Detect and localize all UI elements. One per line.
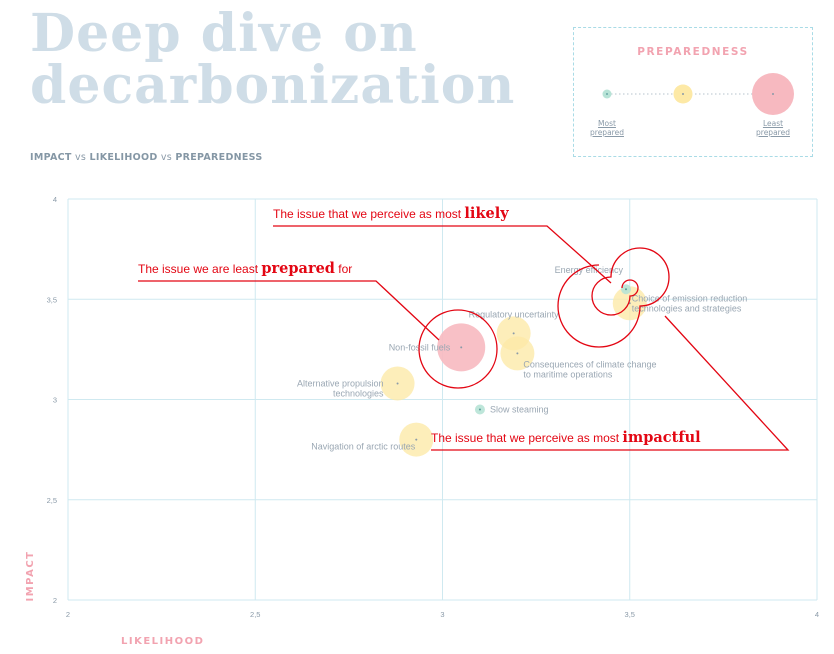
- x-tick-label: 3,5: [625, 610, 635, 619]
- legend-least-dot: [772, 93, 774, 95]
- annotation-prepared-suffix: for: [335, 262, 352, 276]
- x-tick-labels: 2 2,5 3 3,5 4: [66, 610, 819, 619]
- legend-scale: [602, 73, 794, 115]
- chart-subtitle: IMPACT vs LIKELIHOOD vs PREPAREDNESS: [30, 152, 263, 163]
- title-line-2: decarbonization: [30, 55, 516, 116]
- bubble-center-dot: [516, 352, 519, 355]
- y-tick-label: 2,5: [47, 496, 57, 505]
- y-tick-label: 3,5: [47, 295, 57, 304]
- preparedness-legend: PREPAREDNESS Most prepared Least prepare…: [573, 27, 813, 157]
- point-label: Slow steaming: [490, 405, 549, 415]
- bubble-center-dot: [460, 346, 463, 349]
- annotation-likely-emphasis: likely: [464, 205, 509, 222]
- annotation-prepared-emphasis: prepared: [261, 260, 335, 277]
- subtitle-likelihood: LIKELIHOOD: [89, 152, 158, 163]
- x-tick-label: 4: [815, 610, 819, 619]
- annotation-impactful-text: The issue that we perceive as most: [431, 431, 622, 445]
- bubble-center-dot: [512, 332, 515, 335]
- point-label: Non-fossil fuels: [389, 342, 451, 352]
- point-label: Energy efficiency: [555, 265, 624, 275]
- point-label: Navigation of arctic routes: [311, 442, 416, 452]
- legend-most-label: Most prepared: [588, 119, 626, 137]
- page-title: Deep dive on decarbonization: [30, 8, 515, 112]
- annotation-likely: The issue that we perceive as most likel…: [273, 205, 509, 222]
- annotation-impactful-emphasis: impactful: [622, 429, 701, 446]
- annotation-prepared: The issue we are least prepared for: [138, 260, 352, 277]
- leader-prepared: [138, 280, 440, 341]
- y-tick-label: 2: [53, 596, 57, 605]
- spiral-likely: [557, 247, 670, 348]
- bubble-center-dot: [478, 408, 481, 411]
- bubbles: [380, 284, 647, 457]
- y-tick-label: 3: [53, 396, 57, 405]
- y-tick-labels: 2 2,5 3 3,5 4: [47, 195, 57, 605]
- circle-least-prepared: [418, 309, 498, 389]
- y-axis-title: IMPACT: [25, 551, 36, 602]
- point-label: Choice of emission reduction technologies…: [632, 293, 748, 313]
- legend-most-line2: prepared: [590, 127, 624, 137]
- annotations: [138, 225, 790, 451]
- bubble-center-dot: [396, 382, 399, 385]
- legend-least-line1: Least: [762, 119, 784, 128]
- point-label: Regulatory uncertainty: [469, 309, 560, 319]
- subtitle-vs-1: vs: [71, 152, 90, 163]
- leader-impactful: [431, 315, 790, 451]
- x-axis-title: LIKELIHOOD: [121, 636, 204, 647]
- x-tick-label: 2,5: [250, 610, 260, 619]
- x-tick-label: 2: [66, 610, 70, 619]
- bubble-center-dot: [625, 288, 628, 291]
- subtitle-preparedness: PREPAREDNESS: [175, 152, 263, 163]
- annotation-likely-text: The issue that we perceive as most: [273, 207, 464, 221]
- annotation-prepared-text: The issue we are least: [138, 262, 261, 276]
- subtitle-impact: IMPACT: [30, 152, 72, 163]
- x-tick-label: 3: [440, 610, 444, 619]
- legend-title: PREPAREDNESS: [637, 46, 749, 58]
- legend-most-line1: Most: [598, 119, 616, 128]
- legend-mid-dot: [682, 93, 684, 95]
- y-tick-label: 4: [53, 195, 57, 204]
- point-label: Alternative propulsion technologies: [297, 378, 384, 398]
- title-line-1: Deep dive on: [30, 3, 418, 64]
- chart-grid: [67, 198, 818, 601]
- legend-most-dot: [606, 93, 608, 95]
- annotation-impactful: The issue that we perceive as most impac…: [431, 429, 701, 446]
- subtitle-vs-2: vs: [157, 152, 176, 163]
- legend-least-label: Least prepared: [754, 119, 792, 137]
- point-labels: Energy efficiency Choice of emission redu…: [297, 265, 747, 451]
- point-label: Consequences of climate change to maritim…: [523, 359, 656, 379]
- legend-least-line2: prepared: [756, 127, 790, 137]
- bubble-center-dot: [415, 438, 418, 441]
- leader-likely: [273, 225, 612, 284]
